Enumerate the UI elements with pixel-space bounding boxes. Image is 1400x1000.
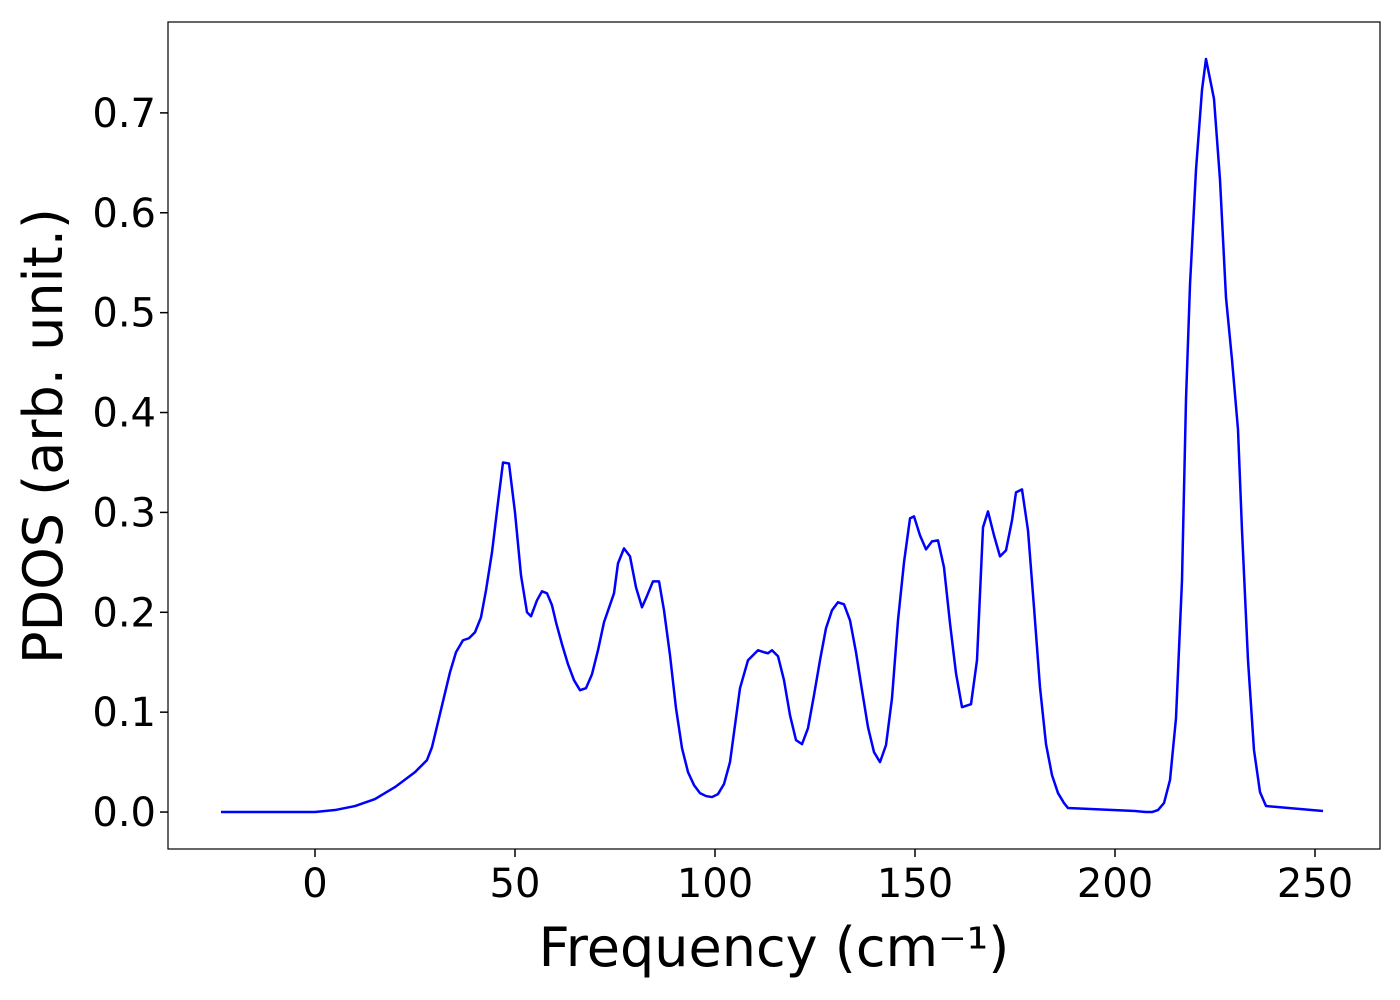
y-tick-label: 0.0 (92, 790, 156, 836)
x-tick-label: 250 (1277, 861, 1353, 907)
y-tick-label: 0.7 (92, 91, 156, 137)
x-tick-label: 200 (1077, 861, 1153, 907)
plot-frame (167, 21, 1381, 850)
x-axis-label: Frequency (cm⁻¹) (539, 916, 1010, 979)
y-tick-label: 0.2 (92, 590, 156, 636)
data-line (221, 57, 1324, 814)
x-tick-label: 50 (490, 861, 541, 907)
x-tick-label: 150 (877, 861, 953, 907)
y-tick-label: 0.4 (92, 391, 156, 437)
x-tick-label: 100 (677, 861, 753, 907)
x-tick-label: 0 (302, 861, 327, 907)
y-tick-label: 0.6 (92, 191, 156, 237)
y-tick-label: 0.3 (92, 490, 156, 536)
y-tick-label: 0.5 (92, 291, 156, 337)
y-axis-label: PDOS (arb. unit.) (12, 208, 75, 664)
y-tick-label: 0.1 (92, 690, 156, 736)
